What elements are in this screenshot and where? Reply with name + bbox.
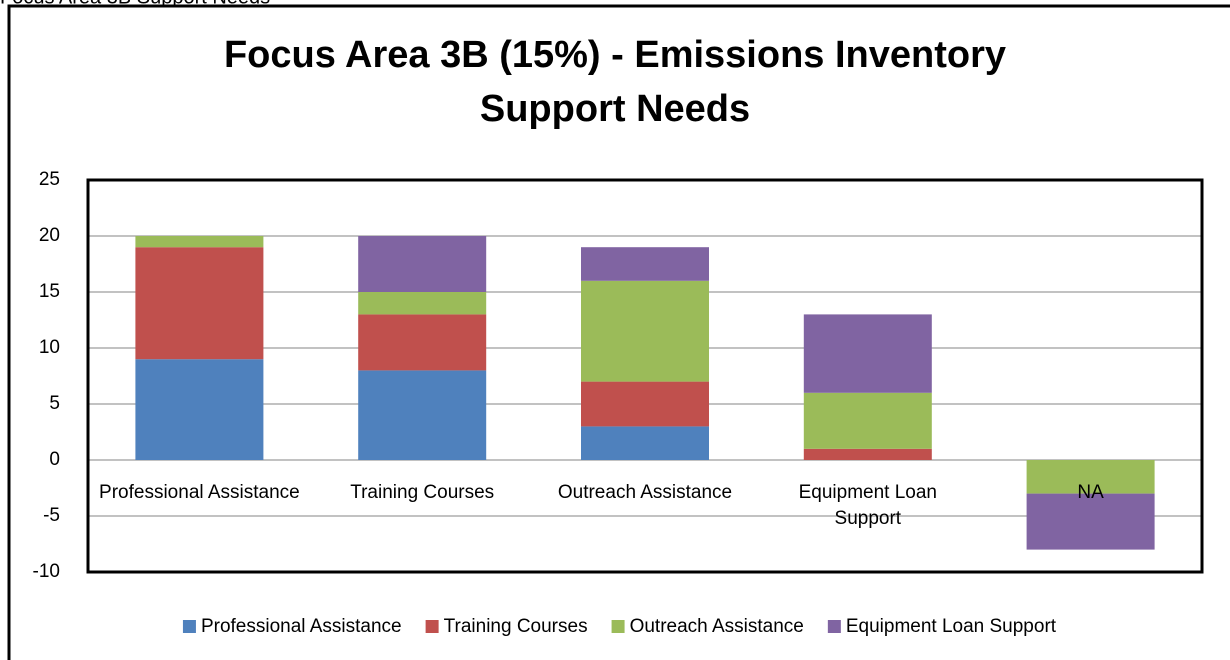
bar-segment — [803, 392, 932, 449]
x-tick-label-box: Training Courses — [350, 482, 495, 503]
x-tick-label: Equipment Loan Support — [798, 482, 937, 529]
bar-segment — [803, 448, 932, 460]
y-tick-label: 5 — [49, 393, 60, 414]
bar-segment — [581, 280, 709, 382]
legend-label: Equipment Loan Support — [846, 616, 1057, 637]
caption: Focus Area 3B Support Needs — [0, 0, 270, 8]
legend-label: Training Courses — [444, 616, 588, 637]
bar-segment — [135, 359, 264, 460]
bar-segment — [581, 426, 709, 460]
bar-segment — [1026, 460, 1155, 494]
y-tick-label: -10 — [33, 561, 60, 582]
legend-swatch — [182, 620, 196, 633]
bar-segment — [1026, 493, 1155, 550]
title-box: Focus Area 3B (15%) - Emissions Inventor… — [223, 34, 1007, 130]
bar-segment — [803, 314, 932, 393]
x-tick-label: Professional Assistance — [99, 482, 300, 503]
bar-segment — [358, 314, 487, 371]
bar-segment — [358, 370, 487, 460]
x-tick-label: NA — [1077, 482, 1104, 503]
x-tick-label: Outreach Assistance — [557, 482, 733, 503]
y-tick-label: 10 — [39, 337, 60, 358]
legend-label: Professional Assistance — [201, 616, 402, 637]
y-tick-label: 0 — [49, 449, 60, 470]
y-tick-label: 20 — [39, 225, 60, 246]
bar-segment — [581, 381, 709, 427]
bar-segment — [581, 247, 709, 281]
legend-label: Outreach Assistance — [630, 616, 804, 637]
bar-segment — [358, 236, 487, 292]
chart-title: Focus Area 3B (15%) - Emissions Inventor… — [223, 34, 1007, 130]
y-tick-label: 15 — [39, 281, 60, 302]
y-tick-label: -5 — [43, 505, 60, 526]
legend-swatch — [425, 620, 439, 633]
x-tick-label: Training Courses — [350, 482, 495, 503]
legend-swatch — [827, 620, 841, 633]
x-tick-label-box: NA — [1077, 482, 1104, 503]
bar-segment — [135, 247, 264, 360]
x-tick-label-box: Equipment Loan Support — [798, 482, 937, 529]
x-tick-label-box: Professional Assistance — [99, 482, 300, 503]
y-tick-label: 25 — [39, 169, 60, 190]
x-tick-label-box: Outreach Assistance — [557, 482, 733, 503]
bar-segment — [135, 236, 264, 248]
bar-segment — [358, 292, 487, 315]
plot-border — [86, 178, 1204, 574]
chart-border — [7, 4, 1230, 660]
legend-swatch — [611, 620, 625, 633]
